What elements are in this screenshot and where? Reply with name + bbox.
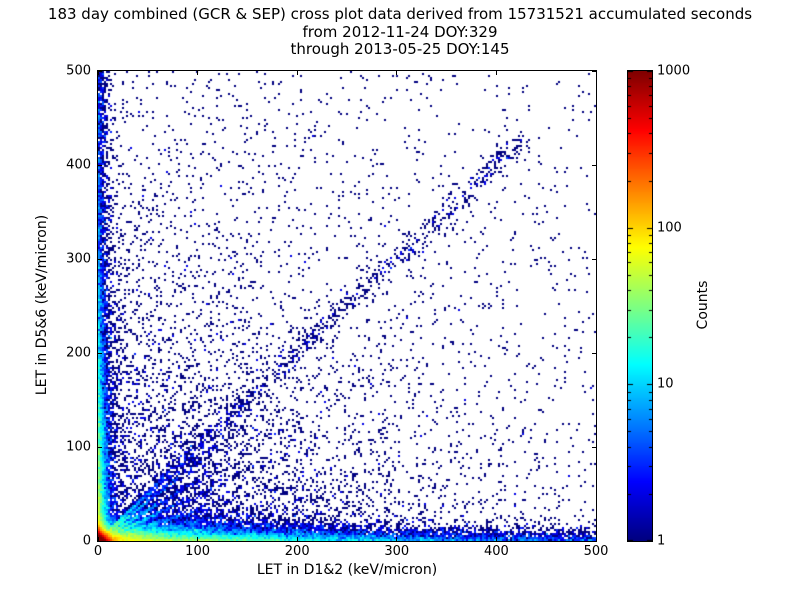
x-axis-label: LET in D1&2 (keV/micron)	[256, 562, 438, 578]
chart-title-line2: from 2012-11-24 DOY:329	[302, 23, 498, 41]
tick-mark	[396, 71, 398, 75]
tick-mark	[98, 70, 102, 72]
tick-mark	[592, 258, 596, 260]
y-tick-label: 400	[66, 157, 91, 173]
tick-mark	[197, 537, 199, 541]
x-tick-label: 0	[93, 544, 103, 559]
colorbar	[627, 70, 653, 542]
tick-mark	[595, 537, 597, 541]
y-tick-label: 100	[66, 439, 91, 455]
y-tick-label: 300	[66, 251, 91, 267]
tick-mark	[98, 164, 102, 166]
tick-mark	[592, 164, 596, 166]
cross-plot-canvas	[98, 71, 596, 541]
tick-mark	[98, 540, 102, 542]
chart-title-line3: through 2013-05-25 DOY:145	[290, 40, 510, 58]
x-tick-label: 100	[185, 544, 211, 559]
chart-title-line1: 183 day combined (GCR & SEP) cross plot …	[47, 5, 753, 23]
tick-mark	[495, 71, 497, 75]
y-tick-label: 500	[66, 63, 91, 79]
colorbar-gradient-canvas	[628, 71, 652, 541]
plot-area	[97, 70, 597, 542]
colorbar-label: Counts	[695, 280, 711, 330]
tick-mark	[98, 352, 102, 354]
x-tick-label: 400	[483, 544, 509, 559]
tick-mark	[592, 540, 596, 542]
x-tick-label: 500	[583, 544, 609, 559]
tick-mark	[97, 71, 99, 75]
tick-mark	[296, 71, 298, 75]
tick-mark	[396, 537, 398, 541]
x-tick-label: 200	[284, 544, 310, 559]
x-tick-label: 300	[384, 544, 410, 559]
tick-mark	[595, 71, 597, 75]
tick-mark	[197, 71, 199, 75]
tick-mark	[495, 537, 497, 541]
y-tick-label: 0	[82, 533, 91, 549]
tick-mark	[98, 446, 102, 448]
y-axis-label: LET in D5&6 (keV/micron)	[34, 214, 50, 396]
tick-mark	[592, 70, 596, 72]
tick-mark	[97, 537, 99, 541]
colorbar-tick-label: 1	[657, 533, 666, 549]
colorbar-tick-label: 100	[657, 220, 682, 236]
y-tick-label: 200	[66, 345, 91, 361]
tick-mark	[296, 537, 298, 541]
colorbar-tick-label: 1000	[657, 63, 691, 79]
tick-mark	[592, 352, 596, 354]
tick-mark	[98, 258, 102, 260]
tick-mark	[592, 446, 596, 448]
colorbar-tick-label: 10	[657, 376, 674, 392]
